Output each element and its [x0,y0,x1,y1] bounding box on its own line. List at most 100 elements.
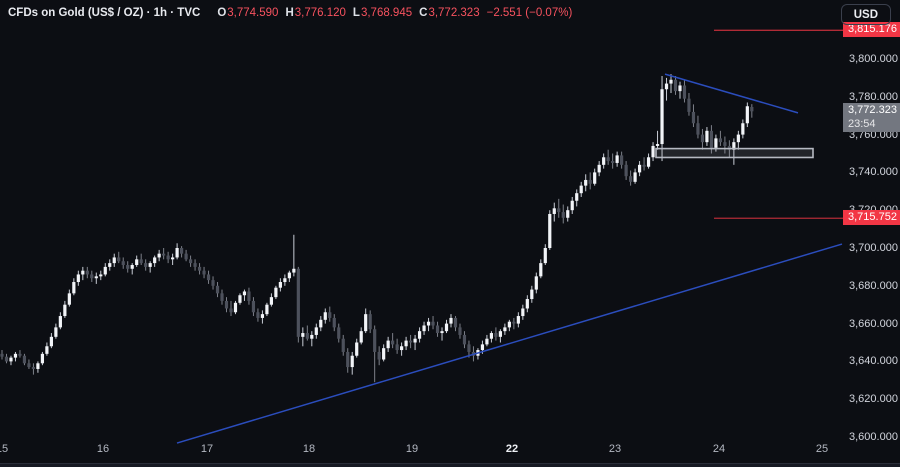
symbol-title[interactable]: CFDs on Gold (US$ / OZ) · 1h · TVC [8,7,201,19]
candle-body [153,257,157,264]
candle-body [512,321,516,324]
candle-body [323,312,327,320]
candle-body [314,327,318,335]
candle-body [453,317,458,328]
candle-body [705,130,709,143]
candle-body [718,138,722,143]
candle-body [224,300,229,309]
currency-unit-button[interactable]: USD [840,4,891,25]
candle-body [85,270,89,275]
candle-body [180,248,184,254]
candle-body [687,98,691,112]
candle-body [81,270,85,275]
candle-body [162,253,166,256]
price-tick-label: 3,740.000 [849,166,898,179]
candle-body [260,314,265,318]
candle-body [112,257,116,264]
candle-body [579,185,583,194]
candle-body [709,130,714,148]
candle-body [651,145,655,158]
candle-body [319,319,323,328]
candle-body [646,157,651,167]
candle-body [507,321,511,328]
candle-body [462,334,467,345]
candle-body [27,363,31,368]
current-price-text: 3,772.323 [848,104,897,117]
current-price-label: 3,772.323 23:54 [843,103,900,133]
candle-body [700,134,705,143]
candle-body [63,304,67,317]
candle-body [202,270,206,275]
candle-body [54,327,58,337]
candle-body [355,342,359,356]
candle-body [386,340,390,349]
candle-body [498,331,502,337]
candle-body [135,259,139,266]
candle-body [629,176,633,182]
alert-price-upper-text: 3,815.176 [848,22,897,35]
high-label: H [285,7,294,19]
candle-body [238,295,242,303]
candle-body [449,317,453,324]
candle-body [660,89,664,145]
consolidation-box-drawing[interactable] [655,147,814,159]
descending-resistance-trendline[interactable] [664,73,799,114]
candle-body [359,331,363,343]
alert-price-label-lower[interactable]: 3,715.752 [843,209,900,226]
candle-body [4,356,9,362]
candle-body [480,344,485,351]
candle-body [489,333,494,339]
timescale-bottom-edge [0,463,900,467]
symbol-legend: CFDs on Gold (US$ / OZ) · 1h · TVC O3,774… [8,7,572,19]
ascending-support-trendline[interactable] [176,243,843,444]
alert-price-label-upper[interactable]: 3,815.176 [843,21,900,38]
candle-body [193,263,197,267]
low-value: 3,768.945 [360,7,413,19]
low-label: L [352,7,360,19]
candle-body [346,351,350,368]
candle-body [691,111,696,124]
price-tick-label: 3,700.000 [849,242,898,254]
price-tick-label: 3,620.000 [849,393,898,406]
candle-body [117,257,121,262]
candle-body [503,327,507,332]
candle-body [655,144,660,146]
candle-body [108,263,112,267]
time-tick-label: 25 [815,443,829,455]
candle-body [287,272,291,279]
candle-body [278,282,282,288]
candle-body [673,79,678,92]
time-tick-label: 24 [712,443,726,455]
candle-body [669,79,673,84]
candle-body [233,302,238,313]
candle-body [525,299,529,309]
candle-body [13,353,18,358]
candle-body [377,351,381,360]
candle-body [413,338,417,343]
candle-body [130,265,134,269]
candle-body [22,355,27,364]
candle-body [283,278,287,283]
candle-body [188,259,193,264]
candle-body [269,297,273,305]
alert-price-lower-text: 3,715.752 [848,210,897,223]
candle-body [103,266,107,275]
candle-body [274,287,278,298]
candle-body [350,355,354,368]
candle-body [548,213,552,248]
candle-body [534,276,538,290]
candle-body [126,265,130,269]
close-value: 3,772.323 [428,7,480,19]
candle-body [745,106,749,124]
candle-body [310,334,314,339]
candle-body [67,293,71,305]
candle-body [368,314,372,330]
price-tick-label: 3,800.000 [849,53,898,65]
time-tick-label: 18 [302,443,316,455]
candle-body [31,367,36,369]
candle-body [408,340,413,343]
candle-body [373,329,377,352]
candle-body [215,285,220,294]
